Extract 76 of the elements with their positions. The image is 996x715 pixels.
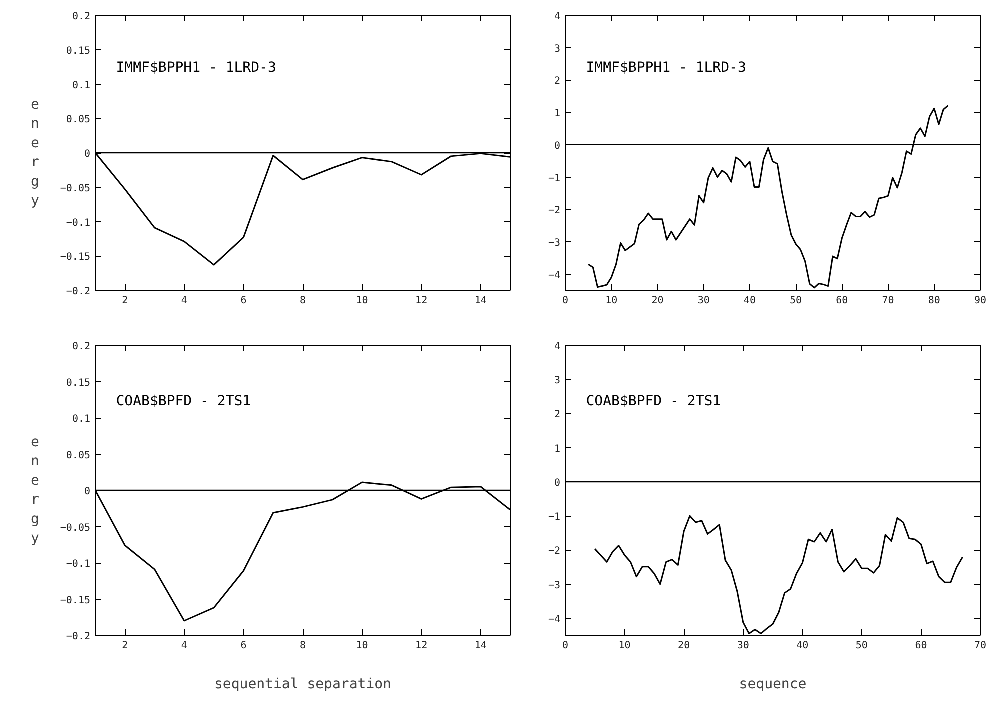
x-tick-label: 8 [300, 640, 306, 652]
y-tick-label: −2 [548, 206, 561, 217]
y-tick-label: 4 [554, 342, 561, 352]
y-tick-label: −3 [548, 238, 561, 249]
y-tick-label: −1 [548, 173, 561, 184]
y-tick-label: −0.15 [60, 252, 91, 264]
x-tick-label: 14 [474, 640, 487, 652]
x-tick-label: 4 [181, 640, 188, 652]
text: IMMF$BPPH1 - 1LRD-3 [586, 60, 746, 76]
y-tick-label: −3 [548, 580, 561, 592]
text: IMMF$BPPH1 - 1LRD-3 [116, 60, 276, 76]
y-tick-label: −1 [548, 512, 561, 524]
y-axis-title: energy [30, 434, 40, 546]
y-tick-label: −0.15 [60, 595, 91, 606]
y-axis-title: energy [30, 97, 40, 209]
y-tick-label: −2 [548, 546, 561, 558]
x-tick-label: 10 [356, 296, 368, 306]
y-tick-label: −0.2 [66, 286, 91, 298]
x-tick-label: 6 [240, 640, 247, 652]
x-tick-label: 50 [790, 296, 802, 306]
y-tick-label: 0 [554, 478, 561, 489]
x-tick-label: 0 [562, 296, 569, 306]
x-tick-label: 2 [122, 296, 128, 306]
x-tick-label: 30 [698, 296, 710, 306]
x-tick-label: 4 [181, 296, 188, 306]
x-tick-label: 30 [737, 640, 750, 652]
x-axis-title: sequence [739, 676, 807, 692]
y-tick-label: 0 [554, 140, 561, 152]
x-tick-label: 80 [928, 296, 940, 306]
x-tick-label: 14 [474, 296, 487, 306]
x-tick-label: 40 [796, 640, 809, 652]
x-tick-label: 2 [122, 640, 128, 652]
x-tick-label: 0 [562, 640, 569, 652]
x-tick-label: 6 [240, 296, 247, 306]
x-tick-label: 12 [416, 296, 428, 306]
x-tick-label: 70 [882, 296, 894, 306]
text: COAB$BPFD - 2TS1 [116, 393, 252, 410]
y-tick-label: −0.05 [60, 183, 91, 194]
x-axis-title: sequential separation [214, 676, 392, 692]
x-tick-label: 90 [974, 296, 987, 306]
x-tick-label: 70 [974, 640, 987, 652]
y-tick-label: −0.05 [60, 522, 91, 534]
x-tick-label: 10 [618, 640, 631, 652]
y-tick-label: 1 [554, 108, 561, 120]
y-tick-label: 0.2 [72, 342, 90, 352]
y-tick-label: 0 [84, 486, 91, 498]
x-tick-label: 20 [678, 640, 690, 652]
x-tick-label: 60 [915, 640, 928, 652]
y-tick-label: 3 [554, 44, 561, 55]
x-tick-label: 50 [856, 640, 868, 652]
y-tick-label: 0.15 [66, 378, 91, 389]
y-tick-label: 0.05 [66, 114, 91, 126]
y-tick-label: 2 [554, 410, 561, 421]
y-tick-label: 0.2 [72, 12, 90, 22]
y-tick-label: −0.1 [66, 218, 91, 229]
x-tick-label: 20 [652, 296, 664, 306]
y-tick-label: 0.15 [66, 46, 91, 57]
y-tick-label: 2 [554, 76, 561, 88]
y-tick-label: 1 [554, 444, 561, 455]
y-tick-label: −4 [548, 270, 561, 282]
x-tick-label: 60 [836, 296, 848, 306]
y-tick-label: 0.05 [66, 450, 91, 462]
x-tick-label: 8 [300, 296, 306, 306]
y-tick-label: −0.2 [66, 632, 91, 642]
x-tick-label: 40 [744, 296, 756, 306]
y-tick-label: 0.1 [72, 414, 90, 425]
y-tick-label: 3 [554, 376, 561, 387]
y-tick-label: 0.1 [72, 80, 90, 92]
y-tick-label: 4 [554, 12, 561, 22]
y-tick-label: −4 [548, 614, 561, 626]
y-tick-label: −0.1 [66, 559, 91, 570]
y-tick-label: 0 [84, 149, 91, 160]
x-tick-label: 12 [416, 640, 428, 652]
text: COAB$BPFD - 2TS1 [586, 393, 722, 410]
x-tick-label: 10 [356, 640, 368, 652]
x-tick-label: 10 [606, 296, 618, 306]
